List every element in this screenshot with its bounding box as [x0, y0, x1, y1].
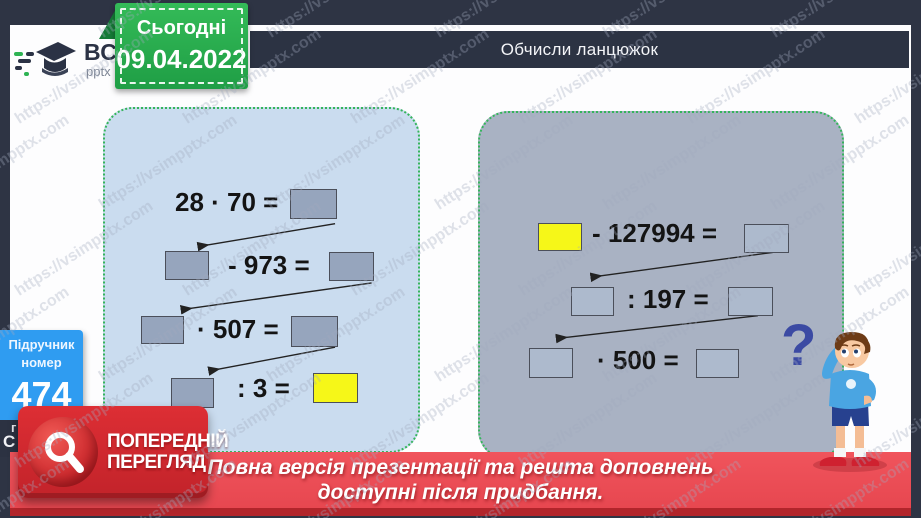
answer-box: [171, 378, 214, 408]
obscured-char: г: [11, 420, 17, 435]
textbook-label-line1: Підручник: [8, 337, 75, 353]
date-badge: Сьогодні 09.04.2022: [115, 3, 248, 89]
answer-box: [290, 189, 337, 219]
brand-logo: ВСІМ pptx: [14, 36, 144, 82]
chain-expression: · 507 =: [197, 314, 279, 344]
answer-box: [141, 316, 184, 344]
chain-arrows-right: [555, 251, 773, 344]
answer-box: [571, 287, 614, 316]
slide-title-bar: Обчисли ланцюжок: [250, 31, 909, 68]
slide-title: Обчисли ланцюжок: [500, 39, 659, 59]
highlight-box: [313, 373, 358, 403]
banner-line2: доступні після придбання.: [317, 481, 604, 504]
chain-expression: - 973 =: [228, 250, 310, 280]
answer-box: [329, 252, 374, 281]
magnifier-circle: [28, 417, 98, 487]
preview-watermark-badge: ПОПЕРЕДНІЙ ПЕРЕГЛЯД: [18, 406, 229, 498]
answer-box: [291, 316, 338, 347]
textbook-label-line2: номер: [21, 355, 62, 370]
answer-box: [529, 348, 573, 378]
answer-box: [744, 224, 789, 253]
right-chain-panel: - 127994 = : 197 = · 500 =: [478, 111, 844, 460]
date-badge-date: 09.04.2022: [116, 44, 247, 74]
chain-expression: - 127994 =: [592, 218, 718, 248]
logo-sub-text: pptx: [86, 63, 111, 79]
thinking-boy-illustration: [813, 332, 887, 472]
answer-box: [696, 349, 739, 378]
chain-expression: 28 · 70 =: [175, 187, 279, 217]
question-mark: ?: [781, 313, 817, 378]
left-chain-panel: 28 · 70 = - 973 = · 507 = : 3 =: [103, 107, 420, 453]
chain-expression: : 3 =: [237, 373, 290, 403]
banner-bottom-strip: [10, 508, 911, 516]
magnifier-icon: [45, 432, 84, 473]
chain-expression: : 197 =: [627, 284, 709, 314]
date-badge-title: Сьогодні: [136, 17, 227, 39]
answer-box: [165, 251, 209, 280]
preview-label-line2: ПЕРЕГЛЯД: [107, 452, 206, 473]
banner-line1: Повна версія презентації та решта доповн…: [207, 456, 714, 479]
date-badge-border: [120, 8, 243, 84]
highlight-box: [538, 223, 582, 251]
preview-label-line1: ПОПЕРЕДНІЙ: [107, 431, 229, 452]
graduation-cap-icon: [14, 42, 76, 76]
chain-expression: · 500 =: [597, 345, 679, 375]
obscured-char: С: [3, 432, 16, 451]
chain-arrows-left: [179, 223, 372, 376]
answer-box: [728, 287, 773, 316]
